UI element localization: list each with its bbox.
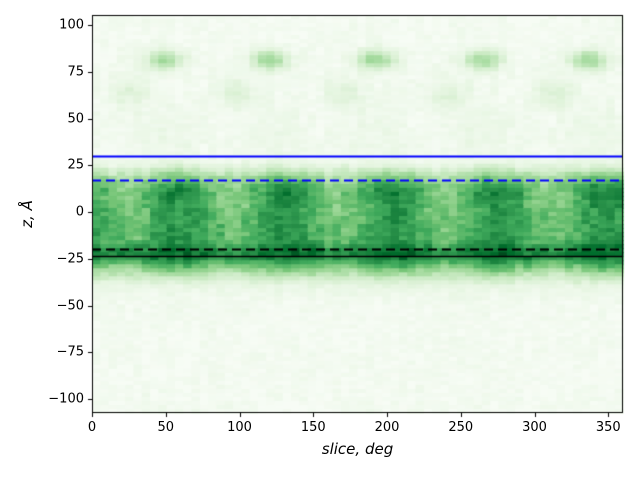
x-tick-label: 100 bbox=[227, 420, 252, 435]
x-axis-label: slice, deg bbox=[321, 440, 394, 458]
x-tick-label: 50 bbox=[157, 420, 175, 435]
x-tick-label: 0 bbox=[87, 420, 97, 435]
x-tick-label: 200 bbox=[374, 420, 400, 435]
x-tick-label: 350 bbox=[595, 420, 621, 435]
y-tick-label: 0 bbox=[75, 204, 84, 220]
y-tick-label: 100 bbox=[59, 17, 84, 33]
y-tick-label: 50 bbox=[67, 111, 84, 127]
y-axis-label: z, Å bbox=[18, 200, 36, 228]
x-tick-label: 300 bbox=[522, 420, 547, 435]
y-tick-label: −50 bbox=[56, 298, 84, 314]
y-tick-label: −100 bbox=[48, 391, 84, 407]
y-tick-label: 75 bbox=[67, 64, 84, 80]
x-tick-label: 150 bbox=[300, 420, 326, 435]
y-tick-label: 25 bbox=[67, 157, 84, 173]
y-tick-label: −25 bbox=[56, 251, 84, 267]
x-tick-label: 250 bbox=[448, 420, 474, 435]
y-tick-label: −75 bbox=[56, 344, 84, 360]
